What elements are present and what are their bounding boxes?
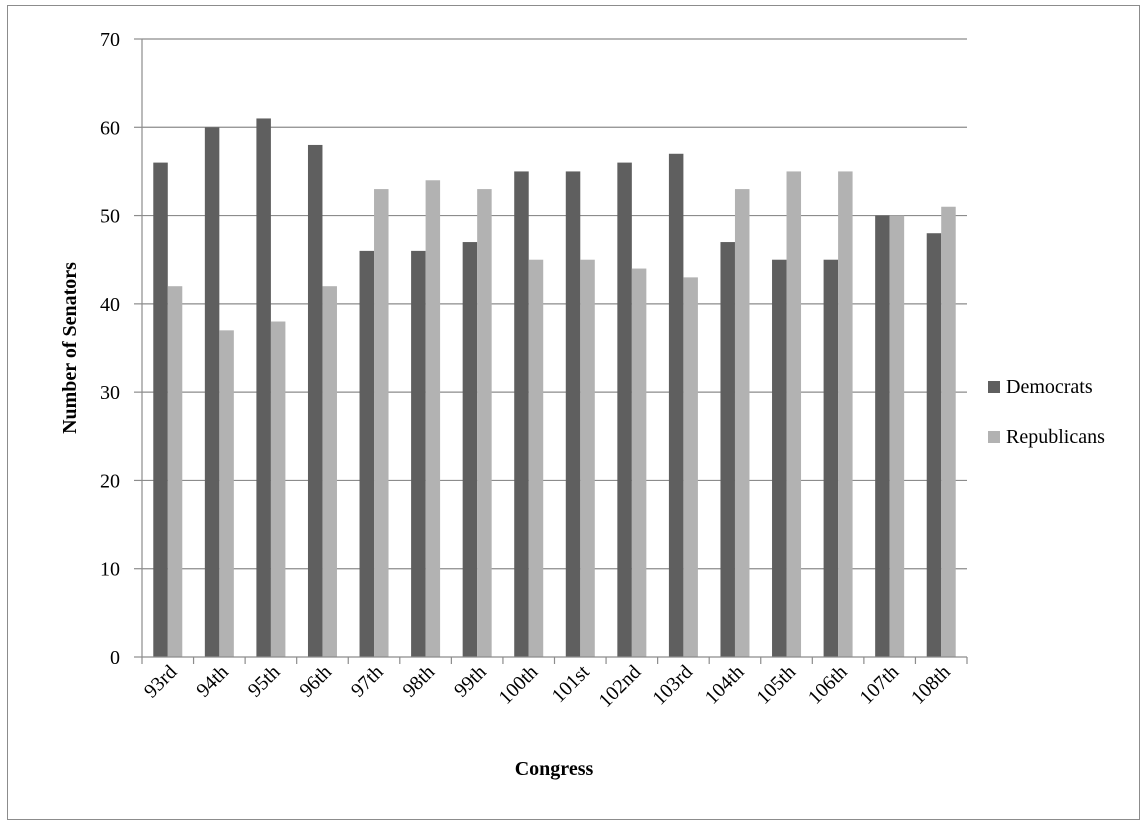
bar-democrats-101st	[565, 171, 581, 657]
legend-label-democrats: Democrats	[1006, 376, 1093, 398]
bar-democrats-106th	[823, 259, 839, 657]
x-tick-label: 95th	[244, 661, 285, 702]
bar-democrats-102nd	[617, 162, 632, 657]
bar-republicans-94th	[219, 330, 234, 657]
bar-republicans-100th	[528, 259, 544, 657]
bar-republicans-98th	[425, 180, 441, 657]
x-tick-label: 101st	[548, 661, 595, 708]
bar-democrats-93rd	[153, 162, 168, 657]
bar-democrats-104th	[720, 242, 735, 658]
bar-republicans-104th	[734, 189, 750, 658]
y-tick-label: 40	[100, 294, 120, 316]
bar-democrats-105th	[772, 259, 787, 657]
bar-republicans-93rd	[167, 286, 183, 657]
bar-democrats-97th	[359, 250, 375, 657]
bar-republicans-103rd	[683, 277, 698, 657]
bar-republicans-95th	[270, 321, 286, 657]
bar-republicans-106th	[838, 171, 853, 657]
y-tick-label: 0	[110, 647, 120, 669]
bar-democrats-103rd	[668, 153, 684, 657]
y-tick-labels: 0 10 20 30 40 50 60 70	[100, 29, 120, 669]
x-tick-label: 100th	[494, 661, 542, 709]
bar-republicans-107th	[889, 215, 905, 658]
x-tick-label: 94th	[192, 661, 233, 702]
bar-republicans-97th	[374, 189, 389, 658]
x-axis-title: Congress	[515, 758, 594, 780]
bar-republicans-101st	[580, 259, 595, 657]
x-tick-label: 97th	[347, 661, 388, 702]
x-tick-labels: 93rd 94th 95th 96th 97th 98th 99th 100th 101st 10…	[140, 661, 955, 712]
axes	[141, 39, 968, 664]
y-tick-label: 70	[100, 29, 120, 51]
x-tick-label: 106th	[804, 661, 852, 709]
y-tick-label: 60	[100, 117, 120, 139]
bar-republicans-105th	[786, 171, 802, 657]
bar-democrats-99th	[462, 242, 478, 658]
x-tick-label: 99th	[450, 661, 491, 702]
x-tick-label: 96th	[295, 661, 336, 702]
y-tick-label: 50	[100, 206, 120, 228]
x-tick-label: 102nd	[594, 661, 645, 712]
x-tick-label: 93rd	[140, 661, 181, 702]
x-tick-label: 104th	[701, 661, 749, 709]
bar-democrats-98th	[411, 250, 426, 657]
legend-swatch-democrats	[988, 381, 1000, 393]
bar-democrats-95th	[256, 118, 271, 657]
bar-democrats-108th	[926, 233, 942, 657]
y-tick-label: 10	[100, 559, 120, 581]
x-tick-label: 107th	[855, 661, 903, 709]
x-tick-label: 108th	[907, 661, 955, 709]
legend: Democrats Republicans	[988, 376, 1105, 448]
bar-democrats-107th	[875, 215, 890, 658]
bar-republicans-96th	[322, 286, 337, 657]
bar-democrats-100th	[514, 171, 529, 657]
bar-democrats-94th	[204, 127, 220, 658]
legend-label-republicans: Republicans	[1006, 426, 1105, 448]
x-tick-label: 98th	[398, 661, 439, 702]
x-tick-label: 103rd	[648, 661, 697, 710]
y-axis-title: Number of Senators	[59, 262, 81, 434]
x-tick-label: 105th	[752, 661, 800, 709]
bar-democrats-96th	[307, 144, 323, 657]
legend-swatch-republicans	[988, 431, 1000, 443]
bar-republicans-108th	[941, 206, 956, 657]
bars	[153, 118, 956, 658]
y-tick-label: 20	[100, 470, 120, 492]
bar-republicans-102nd	[631, 268, 647, 657]
bar-republicans-99th	[477, 189, 492, 658]
y-tick-label: 30	[100, 382, 120, 404]
